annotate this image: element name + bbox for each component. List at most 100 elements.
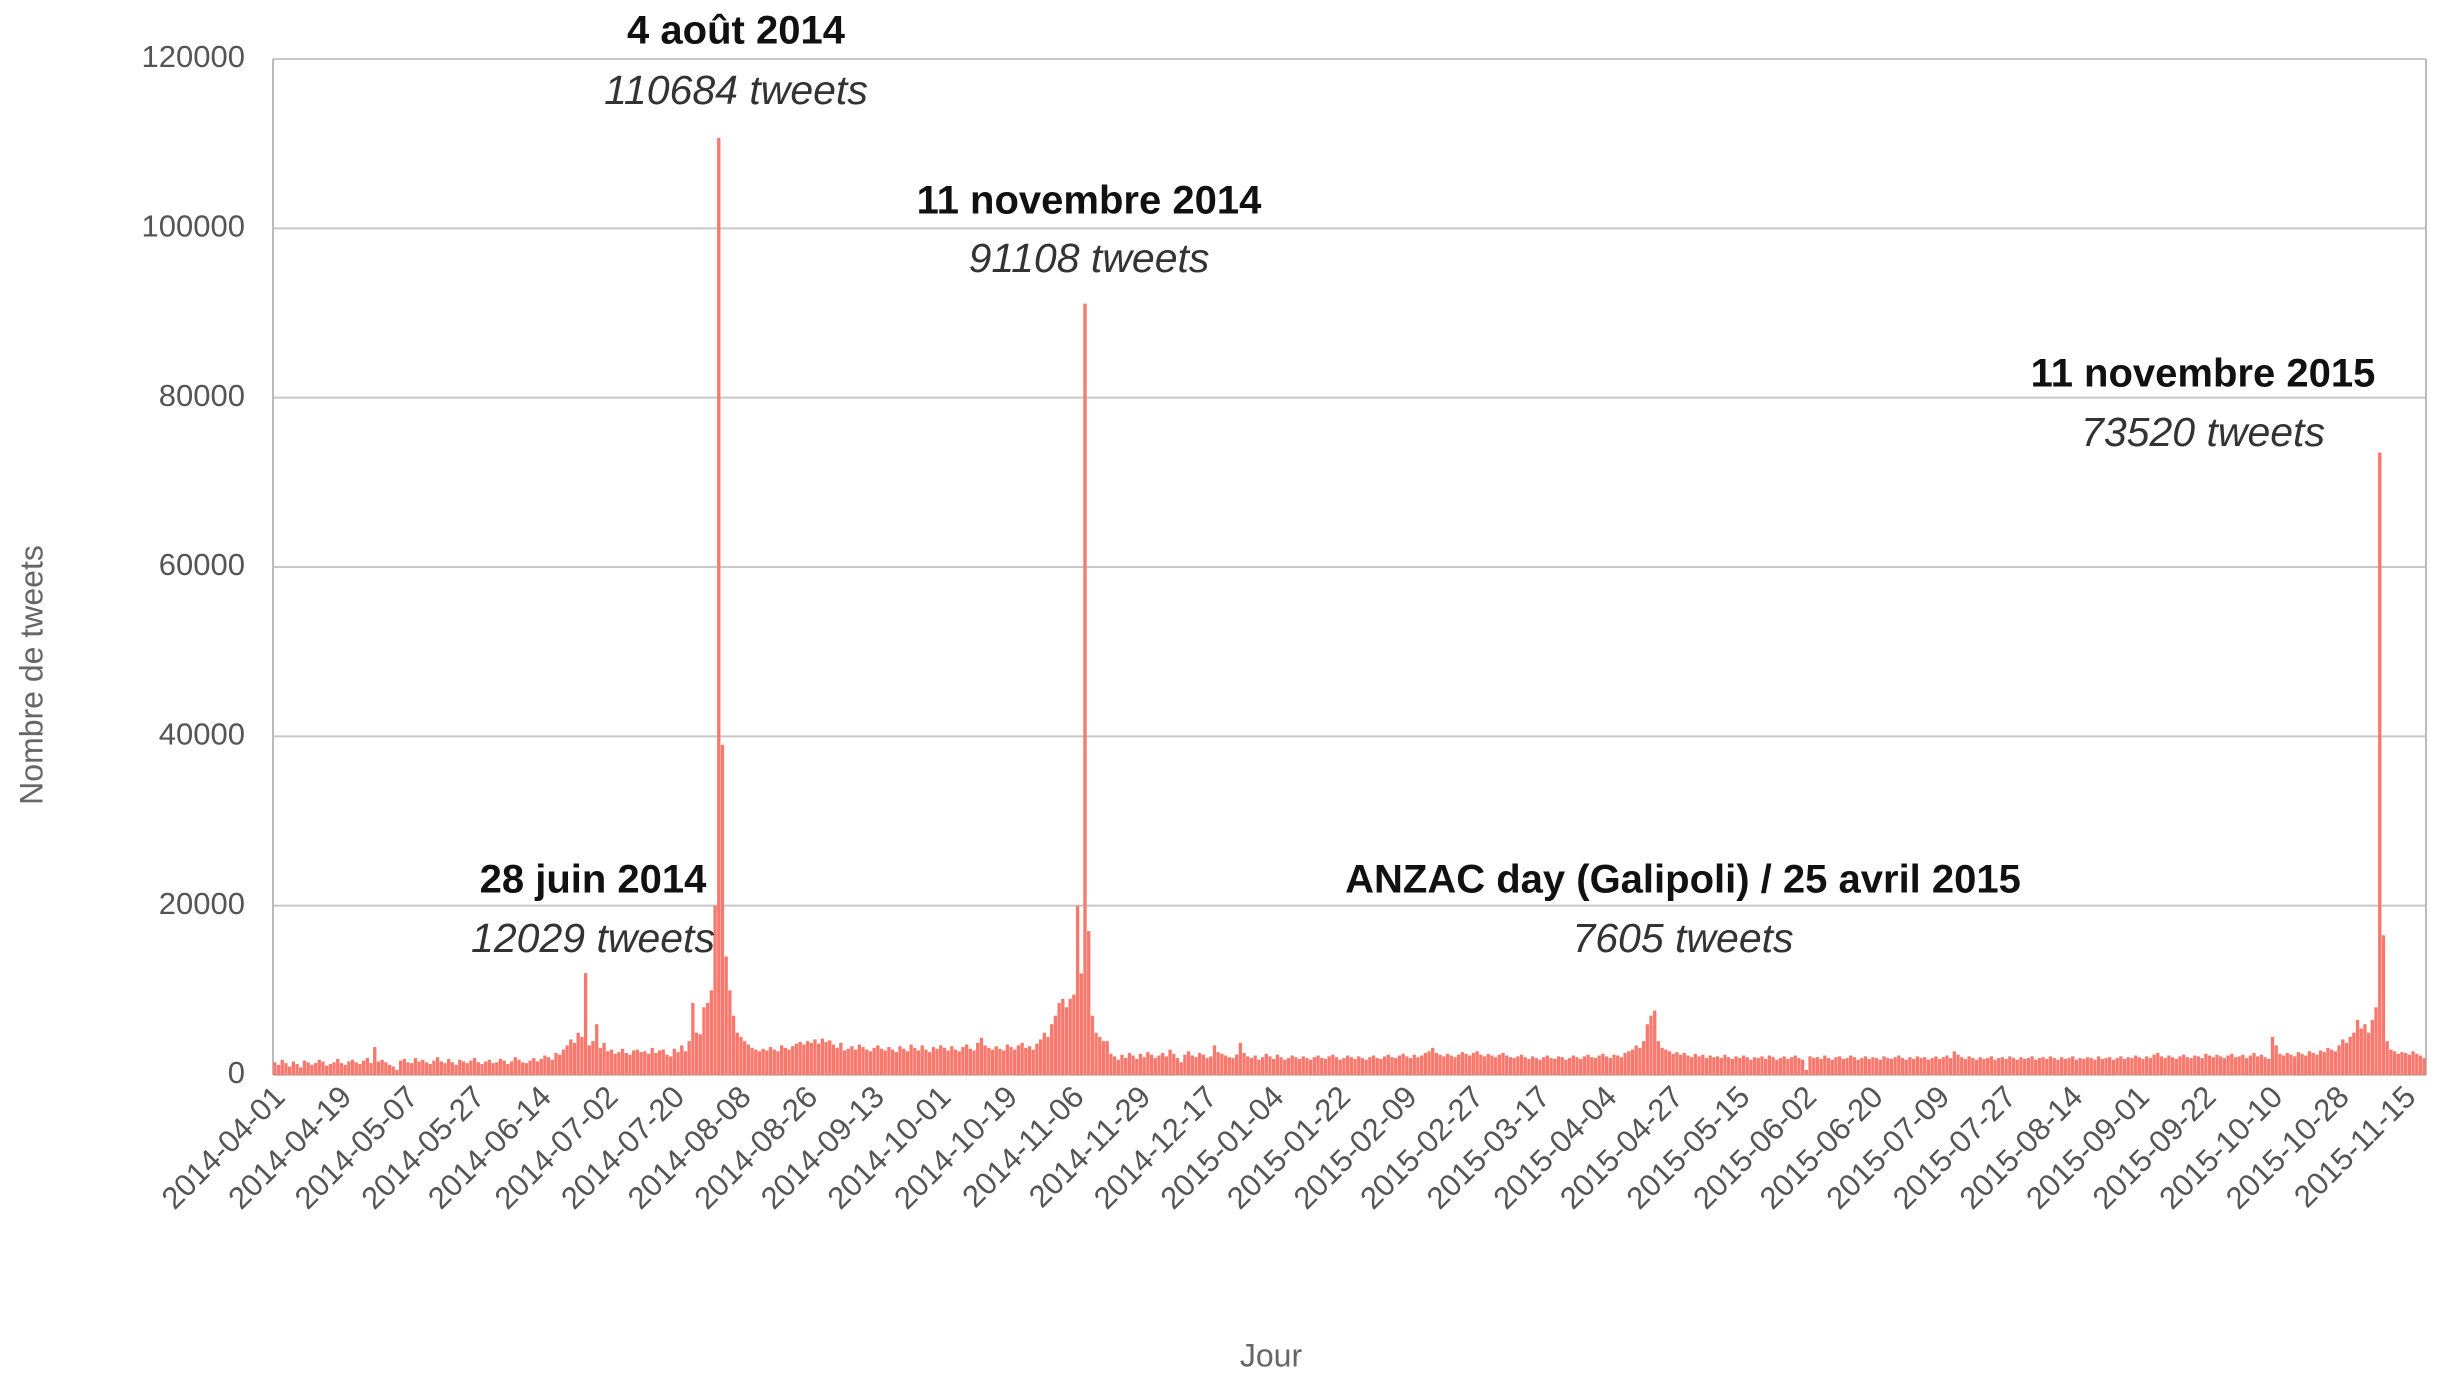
bar (1701, 1054, 1705, 1075)
bar (1897, 1055, 1901, 1075)
bar (831, 1044, 836, 1075)
bar (1793, 1055, 1797, 1075)
bar (361, 1060, 366, 1075)
bar (639, 1052, 643, 1075)
bar (735, 1032, 739, 1075)
bar (2237, 1056, 2241, 1075)
bar (2389, 1049, 2393, 1075)
bar (2196, 1056, 2201, 1075)
bar (913, 1047, 917, 1075)
bar (1745, 1057, 1749, 1075)
bar (2071, 1056, 2075, 1075)
bar (369, 1063, 373, 1075)
annotation-text: 7605 tweets (1572, 915, 1793, 961)
bar (1475, 1051, 1479, 1075)
bar (1937, 1058, 1942, 1075)
bar (561, 1049, 566, 1075)
bar (1812, 1058, 1816, 1075)
bar (1542, 1057, 1546, 1075)
bar (643, 1051, 647, 1075)
bar (1223, 1055, 1228, 1075)
bar (1453, 1057, 1457, 1075)
bar (2304, 1055, 2308, 1075)
bar (998, 1048, 1002, 1075)
bar (1930, 1058, 1934, 1075)
bar (2300, 1053, 2304, 1075)
bar (2137, 1057, 2141, 1075)
bar (1050, 1024, 1054, 1075)
bar (1297, 1058, 1302, 1075)
bar (2226, 1055, 2230, 1075)
bar (2000, 1057, 2005, 1075)
bar (1971, 1058, 1975, 1075)
bar (1168, 1049, 1172, 1075)
bar (550, 1059, 554, 1075)
bar (1349, 1057, 1354, 1075)
bar (1627, 1051, 1631, 1075)
bar (1989, 1056, 1993, 1075)
bar (1308, 1059, 1313, 1075)
bar (543, 1055, 547, 1075)
bar (1675, 1052, 1679, 1075)
bar (328, 1063, 333, 1075)
bar (1638, 1047, 1642, 1075)
bar (569, 1039, 573, 1075)
bar (750, 1047, 754, 1075)
bar (698, 1034, 702, 1075)
bar (1923, 1057, 1927, 1075)
bar (1105, 1041, 1109, 1075)
bar (1112, 1056, 1117, 1075)
bar (606, 1051, 610, 1075)
bar (987, 1047, 991, 1075)
bar (983, 1045, 987, 1075)
bar (1090, 1015, 1095, 1075)
bar (964, 1044, 969, 1075)
bar (1138, 1053, 1143, 1075)
bar (1553, 1058, 1557, 1075)
bar (1823, 1055, 1827, 1075)
bar (839, 1042, 843, 1075)
bar (2145, 1056, 2149, 1075)
bar (1956, 1054, 1960, 1075)
bar (779, 1045, 784, 1075)
bar (646, 1053, 651, 1075)
bar (1394, 1058, 1398, 1075)
bar (2056, 1059, 2060, 1075)
bar (2378, 452, 2382, 1076)
bar (2008, 1056, 2012, 1075)
bar (1534, 1058, 1538, 1075)
bar (1482, 1056, 1487, 1075)
bar (820, 1038, 825, 1075)
bar (1704, 1058, 1709, 1075)
bar (1124, 1058, 1128, 1075)
bar (1283, 1059, 1287, 1075)
bar (2130, 1058, 2134, 1075)
bar (1179, 1062, 1183, 1075)
annotation-title: 11 novembre 2014 (917, 179, 1262, 223)
bar (761, 1048, 765, 1075)
bar (2193, 1055, 2197, 1075)
bar (1382, 1056, 1387, 1075)
bar (1460, 1052, 1464, 1075)
bar (1468, 1055, 1472, 1075)
bar (1616, 1055, 1620, 1075)
bar (1911, 1058, 1916, 1075)
bar (539, 1058, 543, 1075)
bar (443, 1063, 447, 1075)
bar (339, 1063, 344, 1075)
annotation-title: ANZAC day (Galipoli) / 25 avril 2015 (1345, 858, 2021, 902)
bar (2422, 1058, 2426, 1075)
bar (1575, 1057, 1579, 1075)
bar (1423, 1052, 1428, 1075)
bar (1752, 1057, 1757, 1075)
bar (2026, 1058, 2030, 1075)
bar (1549, 1058, 1553, 1075)
bar (994, 1046, 998, 1075)
bar (742, 1041, 747, 1075)
bar (1235, 1054, 1239, 1075)
bar (1974, 1059, 1979, 1075)
bar (1886, 1058, 1890, 1075)
bar (1057, 1003, 1061, 1075)
bar (2403, 1052, 2408, 1075)
bar (2093, 1059, 2097, 1075)
